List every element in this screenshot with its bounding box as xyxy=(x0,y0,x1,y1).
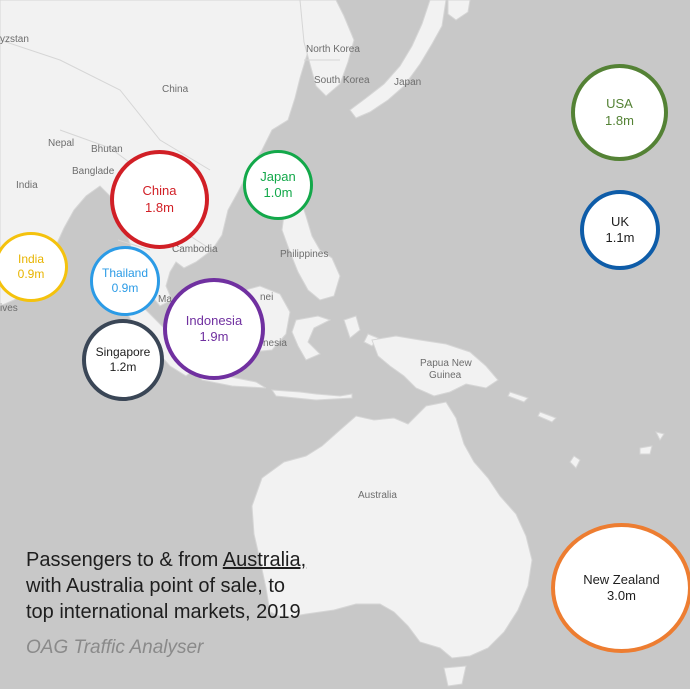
map-label-bhutan: Bhutan xyxy=(91,144,123,155)
market-bubble-usa: USA 1.8m xyxy=(571,64,668,161)
caption-line-1: Passengers to & from Australia, xyxy=(26,547,426,573)
pacific-islands xyxy=(569,431,665,469)
market-name: UK xyxy=(610,213,630,229)
map-label-japan: Japan xyxy=(394,77,421,88)
market-bubble-china: China 1.8m xyxy=(110,150,209,249)
market-value: 1.8m xyxy=(145,199,174,215)
new-guinea-landmass xyxy=(371,335,499,397)
map-label-cambodia: Cambodia xyxy=(172,244,218,255)
market-name: Japan xyxy=(260,168,296,184)
market-name: India xyxy=(17,252,45,266)
korea-landmass xyxy=(299,0,355,97)
market-name: New Zealand xyxy=(583,571,660,587)
market-name: USA xyxy=(606,96,633,112)
japan-landmass xyxy=(349,0,447,119)
map-label-malaysia: Ma xyxy=(158,294,172,305)
map-label-australia: Australia xyxy=(358,490,397,501)
tasmania-landmass xyxy=(443,665,467,687)
market-bubble-uk: UK 1.1m xyxy=(580,190,660,270)
map-label-kyrgyzstan: yzstan xyxy=(0,34,29,45)
sulawesi-landmass xyxy=(291,315,332,361)
solomon-islands xyxy=(507,391,557,423)
market-name: China xyxy=(142,183,177,199)
market-value: 0.9m xyxy=(111,281,139,295)
caption-text: Passengers to & from xyxy=(26,549,223,571)
map-label-india: India xyxy=(16,180,38,191)
map-label-south-korea: South Korea xyxy=(314,75,370,86)
philippines-landmass xyxy=(281,197,341,301)
market-value: 1.1m xyxy=(605,230,635,245)
map-label-indonesia: nesia xyxy=(263,338,287,349)
chart-caption: Passengers to & from Australia, with Aus… xyxy=(26,547,426,625)
map-label-philippines: Philippines xyxy=(280,249,328,260)
market-bubble-india: India 0.9m xyxy=(0,232,68,302)
market-name: Singapore xyxy=(95,345,151,359)
hokkaido-landmass xyxy=(447,0,471,21)
market-bubble-new-zealand: New Zealand 3.0m xyxy=(551,523,690,653)
caption-line-3: top international markets, 2019 xyxy=(26,601,301,623)
map-label-maldives: ives xyxy=(0,303,18,314)
market-name: Thailand xyxy=(101,266,149,280)
map-label-north-korea: North Korea xyxy=(306,44,360,55)
map-label-brunei: nei xyxy=(260,292,273,303)
market-bubble-singapore: Singapore 1.2m xyxy=(82,319,164,401)
market-value: 1.0m xyxy=(263,185,293,200)
australia-landmass xyxy=(251,401,533,659)
market-bubble-japan: Japan 1.0m xyxy=(243,150,313,220)
market-value: 1.8m xyxy=(605,112,634,128)
maluku-islands xyxy=(343,315,379,347)
map-label-china: China xyxy=(162,84,189,95)
map-label-nepal: Nepal xyxy=(48,138,74,149)
market-value: 1.9m xyxy=(199,329,229,344)
map-label-papua-new-guinea-2: Guinea xyxy=(429,370,462,381)
market-name: Indonesia xyxy=(185,312,243,328)
map-label-papua-new-guinea: Papua New xyxy=(420,358,472,369)
source-credit: OAG Traffic Analyser xyxy=(26,637,204,658)
lesser-sunda-islands xyxy=(271,389,353,401)
market-bubble-thailand: Thailand 0.9m xyxy=(90,246,160,316)
australia-link[interactable]: Australia, xyxy=(222,549,307,571)
market-value: 0.9m xyxy=(17,267,45,281)
caption-line-2: with Australia point of sale, to xyxy=(26,575,286,597)
map-label-bangladesh: Banglade xyxy=(72,166,115,177)
market-value: 3.0m xyxy=(607,588,636,603)
market-value: 1.2m xyxy=(109,360,137,374)
market-bubble-indonesia: Indonesia 1.9m xyxy=(163,278,265,380)
